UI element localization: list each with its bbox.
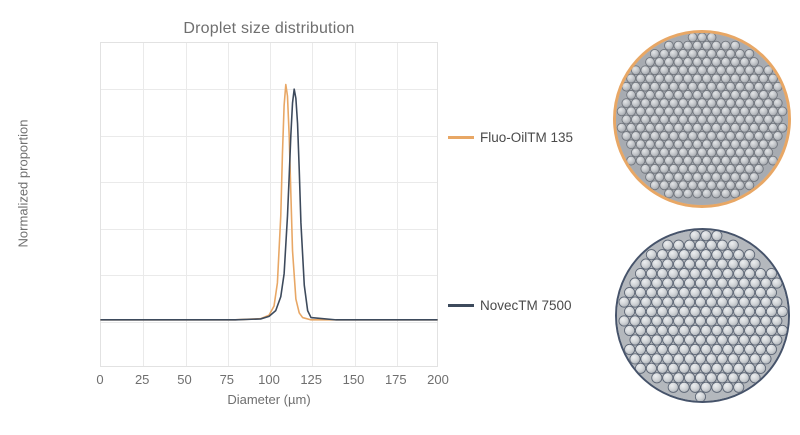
- droplet-packing-image: [616, 33, 788, 205]
- gridline-horizontal: [101, 135, 437, 137]
- legend-label: NovecTM 7500: [480, 298, 572, 313]
- gridline-horizontal: [101, 275, 437, 277]
- gridline-vertical: [312, 43, 314, 366]
- legend-swatch-icon: [448, 304, 474, 307]
- gridline-vertical: [227, 43, 229, 366]
- gridline-vertical: [143, 43, 145, 366]
- gridline-vertical: [354, 43, 356, 366]
- x-tick-label: 50: [177, 372, 192, 387]
- legend-item-fluo-oil-135: Fluo-OilTM 135: [448, 130, 573, 145]
- gridline-vertical: [185, 43, 187, 366]
- legend-label: Fluo-OilTM 135: [480, 130, 574, 145]
- gridline-horizontal: [101, 89, 437, 91]
- x-tick-label: 0: [96, 372, 104, 387]
- x-axis-label: Diameter (µm): [227, 392, 311, 407]
- gridline-vertical: [396, 43, 398, 366]
- gridline-horizontal: [101, 228, 437, 230]
- x-tick-label: 200: [427, 372, 449, 387]
- gridline-horizontal: [101, 321, 437, 323]
- legend-swatch-icon: [448, 136, 474, 139]
- x-tick-label: 75: [219, 372, 235, 387]
- x-tick-label: 175: [384, 372, 407, 387]
- y-axis-label: Normalized proportion: [15, 119, 31, 248]
- x-tick-label: 150: [342, 372, 365, 387]
- micrograph-novec-7500-droplets: [615, 228, 790, 403]
- micrograph-fluo-oil-135-droplets: [613, 30, 791, 208]
- plot-area: [100, 42, 438, 367]
- gridline-vertical: [270, 43, 271, 366]
- series-line-fluo-oil-135: [100, 83, 438, 321]
- chart-title: Droplet size distribution: [183, 20, 355, 37]
- series-plot: [100, 83, 438, 321]
- chart-panel: Droplet size distribution Normalized pro…: [15, 20, 449, 407]
- x-tick-label: 100: [258, 372, 280, 387]
- x-tick-label: 125: [300, 372, 323, 387]
- legend-item-novec-7500: NovecTM 7500: [448, 298, 572, 313]
- x-tick-label: 25: [134, 372, 150, 387]
- droplet-packing-image: [617, 230, 788, 401]
- series-line-novec-7500: [100, 88, 438, 321]
- gridline-horizontal: [101, 182, 437, 184]
